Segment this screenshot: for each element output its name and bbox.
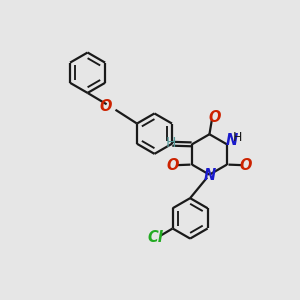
Text: Cl: Cl [148, 230, 164, 245]
Text: H: H [233, 131, 242, 144]
Text: N: N [226, 133, 238, 148]
Text: O: O [240, 158, 252, 173]
Text: O: O [99, 99, 112, 114]
Text: O: O [208, 110, 220, 124]
Text: N: N [203, 168, 216, 183]
Text: O: O [167, 158, 179, 173]
Text: H: H [166, 136, 176, 150]
